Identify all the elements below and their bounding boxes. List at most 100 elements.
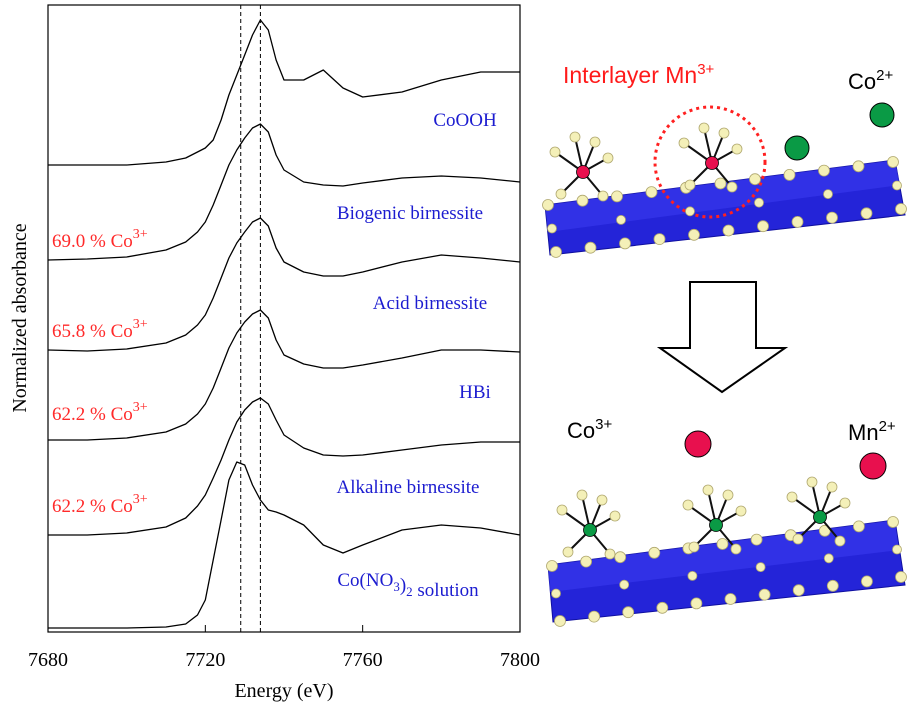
oxygen-atom [685,180,695,190]
oxygen-atom [736,506,746,516]
oxygen-atom [691,598,702,609]
oxygen-atom [719,128,729,138]
oxygen-atom [893,545,902,554]
plot-frame [48,5,520,632]
oxygen-atom [715,178,726,189]
oxygen-atom [603,153,613,163]
series-label: Co(NO3)2 solution [337,570,479,601]
oxygen-atom [732,144,742,154]
oxygen-atom [649,547,660,558]
metal-center [814,511,827,524]
series-label: CoOOH [433,110,497,131]
oxygen-atom [703,485,713,495]
y-axis-label: Normalized absorbance [9,223,31,412]
oxygen-atom [615,552,626,563]
oxygen-atom [824,554,833,563]
oxygen-atom [612,191,623,202]
oxygen-atom [581,556,592,567]
oxygen-atom [731,544,741,554]
co3-fraction: 65.8 % Co3+ [52,317,148,342]
oxygen-atom [827,482,837,492]
oxygen-atom [570,132,580,142]
oxygen-atom [679,138,689,148]
oxygen-atom [896,572,907,583]
oxygen-atom [683,500,693,510]
figure: 7680 7720 7760 7800 Energy (eV) Normalized ab… [0,0,917,702]
oxygen-atom [556,189,566,199]
oxygen-atom [617,215,626,224]
metal-center [706,157,719,170]
oxygen-atom [723,225,734,236]
co-ion [870,103,894,127]
x-tick-label: 7800 [500,649,540,671]
oxygen-atom [688,571,697,580]
oxygen-atom [557,505,567,515]
oxygen-atom [723,490,733,500]
oxygen-atom [563,547,573,557]
oxygen-atom [758,221,769,232]
series-label: HBi [459,382,491,403]
ion-label: Co3+ [567,416,612,443]
oxygen-atom [646,187,657,198]
oxygen-atom [888,157,899,168]
oxygen-atom [893,181,902,190]
oxygen-atom [550,147,560,157]
oxygen-atom [792,216,803,227]
oxygen-atom [577,195,588,206]
oxygen-atom [755,198,764,207]
oxygen-atom [853,521,864,532]
oxygen-atom [686,207,695,216]
oxygen-atom [793,534,803,544]
oxygen-atom [620,238,631,249]
oxygen-atom [835,536,845,546]
oxygen-atom [727,182,737,192]
oxygen-atom [725,594,736,605]
x-tick-label: 7680 [28,649,68,671]
oxygen-atom [543,200,554,211]
oxygen-atom [750,174,761,185]
ion-label: Mn2+ [848,418,896,445]
metal-center [584,524,597,537]
oxygen-atom [756,563,765,572]
series-label: Acid birnessite [373,293,488,314]
oxygen-atom [689,542,699,552]
interlayer-label: Interlayer Mn3+ [563,61,715,88]
oxygen-atom [551,247,562,258]
oxygen-atom [840,498,850,508]
oxygen-atom [751,534,762,545]
oxygen-atom [589,611,600,622]
x-tick-label: 7760 [343,649,383,671]
oxygen-atom [657,602,668,613]
series-label: Alkaline birnessite [337,477,480,498]
oxygen-atom [861,208,872,219]
oxygen-atom [717,539,728,550]
oxygen-atom [598,191,608,201]
oxygen-atom [807,477,817,487]
oxygen-atom [824,190,833,199]
oxygen-atom [597,495,607,505]
oxygen-atom [896,204,907,215]
oxygen-atom [787,492,797,502]
x-axis-label: Energy (eV) [234,680,333,702]
co3-fraction: 62.2 % Co3+ [52,492,148,517]
x-tick-label: 7720 [185,649,225,671]
oxygen-atom [861,576,872,587]
co-ion [785,136,809,160]
oxygen-atom [610,511,620,521]
oxygen-atom [793,585,804,596]
oxygen-atom [577,490,587,500]
series-label: Biogenic birnessite [337,203,483,224]
metal-center [577,166,590,179]
oxygen-atom [888,517,899,528]
oxygen-atom [827,212,838,223]
oxygen-atom [585,242,596,253]
oxygen-atom [623,607,634,618]
arrow [660,282,785,392]
ion-label: Co2+ [848,67,893,94]
oxygen-atom [548,224,557,233]
oxygen-atom [827,580,838,591]
oxygen-atom [654,234,665,245]
oxygen-atom [555,616,566,627]
co3-fraction: 62.2 % Co3+ [52,400,148,425]
oxygen-atom [784,169,795,180]
